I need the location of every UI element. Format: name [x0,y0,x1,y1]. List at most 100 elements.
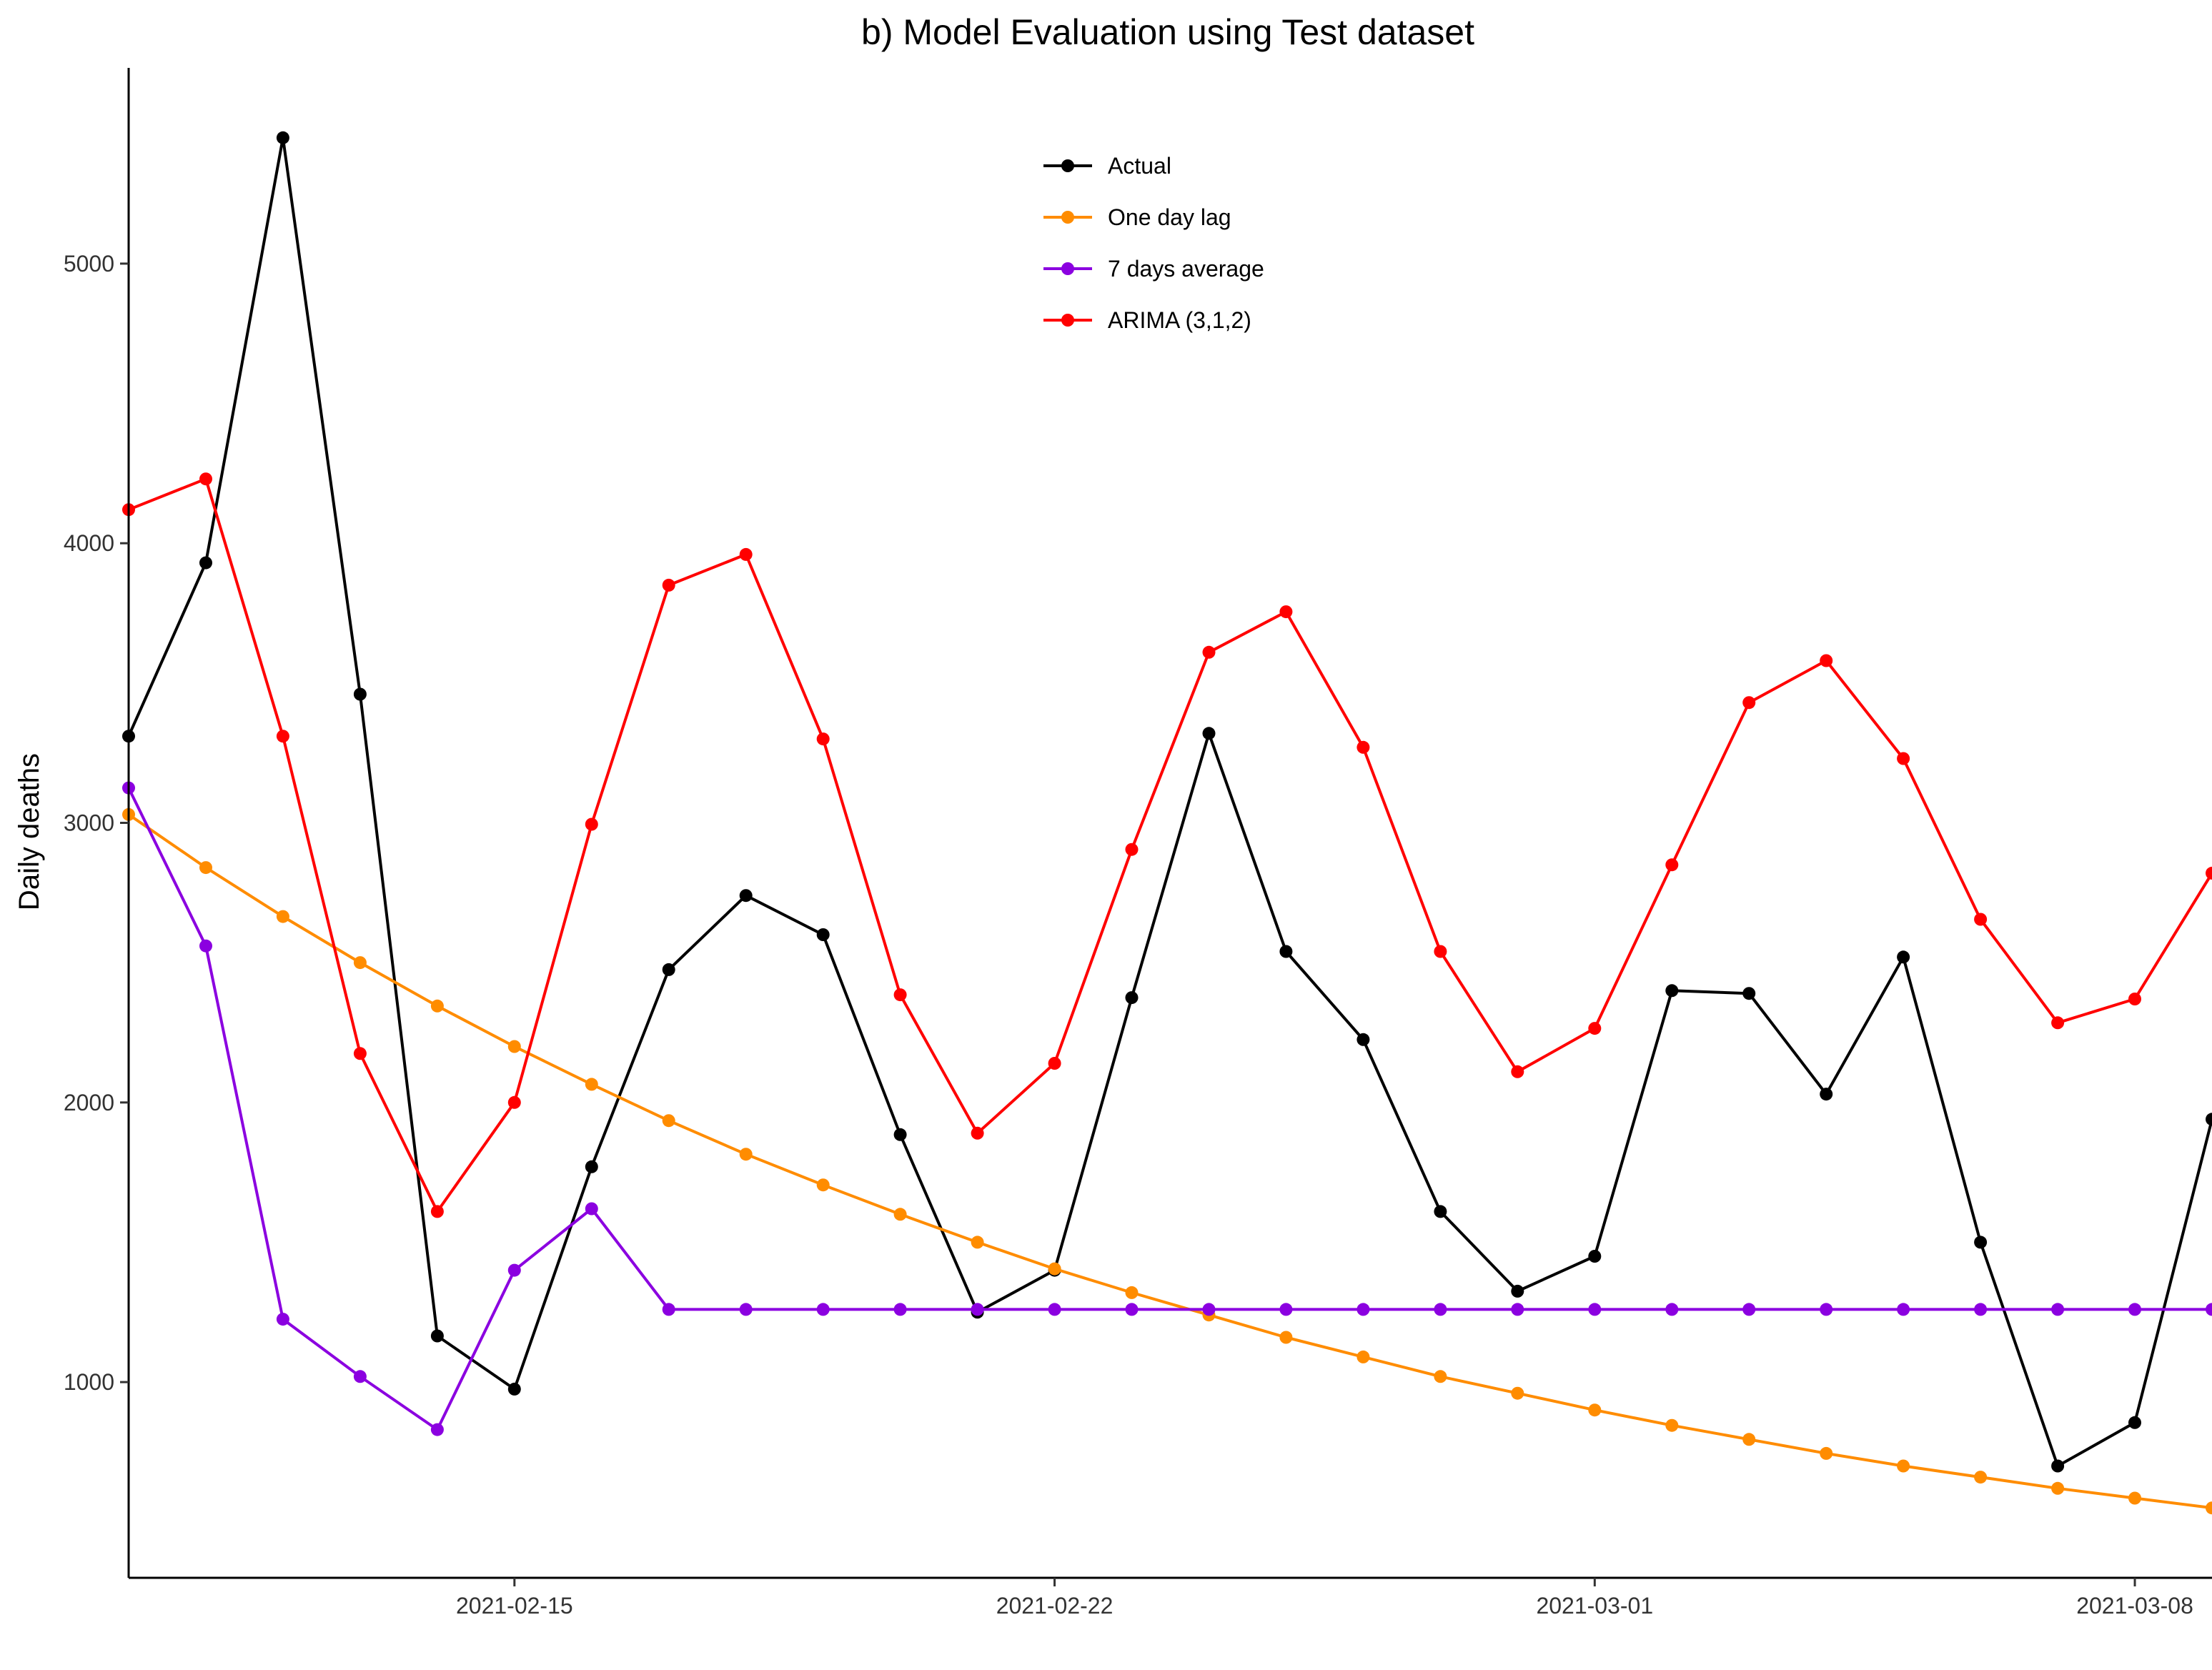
data-point [1511,1065,1524,1078]
series-line [128,477,2212,1213]
y-tick-label: 5000 [64,251,114,277]
legend-key-point [1061,314,1074,327]
data-point [739,1303,753,1316]
legend-item: Actual [1043,153,1171,179]
data-point [1665,984,1679,998]
data-point [893,1128,907,1141]
data-point [1511,1303,1524,1316]
data-point [1279,605,1293,619]
data-point [1588,1403,1602,1417]
data-point [1974,1236,1988,1249]
data-point [507,1263,521,1277]
data-point [2206,1303,2212,1316]
data-point [739,547,753,561]
data-point [1974,913,1988,926]
data-point [1820,1303,1833,1316]
series-line [127,136,2212,1468]
data-point [199,861,212,875]
data-point [2206,866,2212,880]
data-point [816,1178,830,1192]
data-point [1125,1286,1139,1299]
x-tick-label: 2021-02-22 [996,1593,1114,1619]
data-point [1742,1433,1756,1446]
y-tick-label: 4000 [64,530,114,556]
data-point [1897,1303,1910,1316]
data-point [1357,1033,1370,1046]
data-point [893,1303,907,1316]
data-point [1048,1262,1061,1276]
legend-item: ARIMA (3,1,2) [1043,307,1251,333]
data-point [1742,987,1756,1000]
data-point [662,1303,675,1316]
data-point [971,1236,984,1249]
data-point [2206,1501,2212,1515]
data-point [2051,1303,2065,1316]
data-point [2128,1491,2141,1505]
y-tick-label: 3000 [64,810,114,836]
data-point [816,928,830,941]
y-tick-label: 1000 [64,1369,114,1395]
data-point [1665,858,1679,872]
series-1 [122,131,2212,1473]
data-point [1665,1303,1679,1316]
data-point [1125,1303,1139,1316]
y-axis-label: Daily deaths [14,753,45,910]
data-point [1588,1022,1602,1035]
data-point [1511,1284,1524,1298]
data-point [816,1303,830,1316]
data-point [1897,752,1910,765]
data-point [1125,991,1139,1005]
plot-area [122,131,2212,1515]
data-point [1897,950,1910,964]
series-line [127,813,2212,1510]
data-point [585,1160,598,1173]
legend-key-point [1061,262,1074,275]
series-4 [122,472,2212,1218]
data-point [430,1423,444,1436]
legend-label: Actual [1108,153,1171,179]
data-point [1202,645,1216,659]
data-point [1434,1370,1447,1383]
data-point [1434,1205,1447,1218]
data-point [1357,740,1370,754]
series-2 [122,807,2212,1515]
data-point [430,1205,444,1218]
data-point [585,1078,598,1091]
data-point [1357,1350,1370,1363]
data-point [662,963,675,976]
x-tick-label: 2021-03-08 [2076,1593,2193,1619]
data-point [1742,1303,1756,1316]
x-tick-label: 2021-02-15 [456,1593,573,1619]
data-point [662,578,675,592]
chart-title: b) Model Evaluation using Test dataset [861,12,1474,52]
legend-item: One day lag [1043,204,1231,230]
series-3 [122,781,2212,1436]
data-point [353,687,367,701]
data-point [816,732,830,746]
y-tick-label: 2000 [64,1090,114,1115]
data-point [2128,1303,2141,1316]
legend-label: 7 days average [1108,256,1264,282]
data-point [1279,945,1293,958]
data-point [739,889,753,903]
data-point [353,956,367,970]
data-point [1434,1303,1447,1316]
data-point [1820,1446,1833,1460]
x-tick-label: 2021-03-01 [1536,1593,1653,1619]
axes: 1000 2000 3000 4000 5000 2021-02-15 2021-02-22… [64,68,2212,1619]
data-point [2051,1459,2065,1473]
data-point [739,1148,753,1161]
legend-key-point [1061,159,1074,172]
data-point [199,556,212,570]
data-point [199,939,212,953]
data-point [1974,1303,1988,1316]
data-point [276,910,289,923]
data-point [971,1303,984,1316]
data-point [276,131,289,144]
data-point [1588,1303,1602,1316]
data-point [2128,1416,2141,1429]
data-point [1974,1471,1988,1484]
data-point [585,817,598,831]
data-point [971,1126,984,1140]
